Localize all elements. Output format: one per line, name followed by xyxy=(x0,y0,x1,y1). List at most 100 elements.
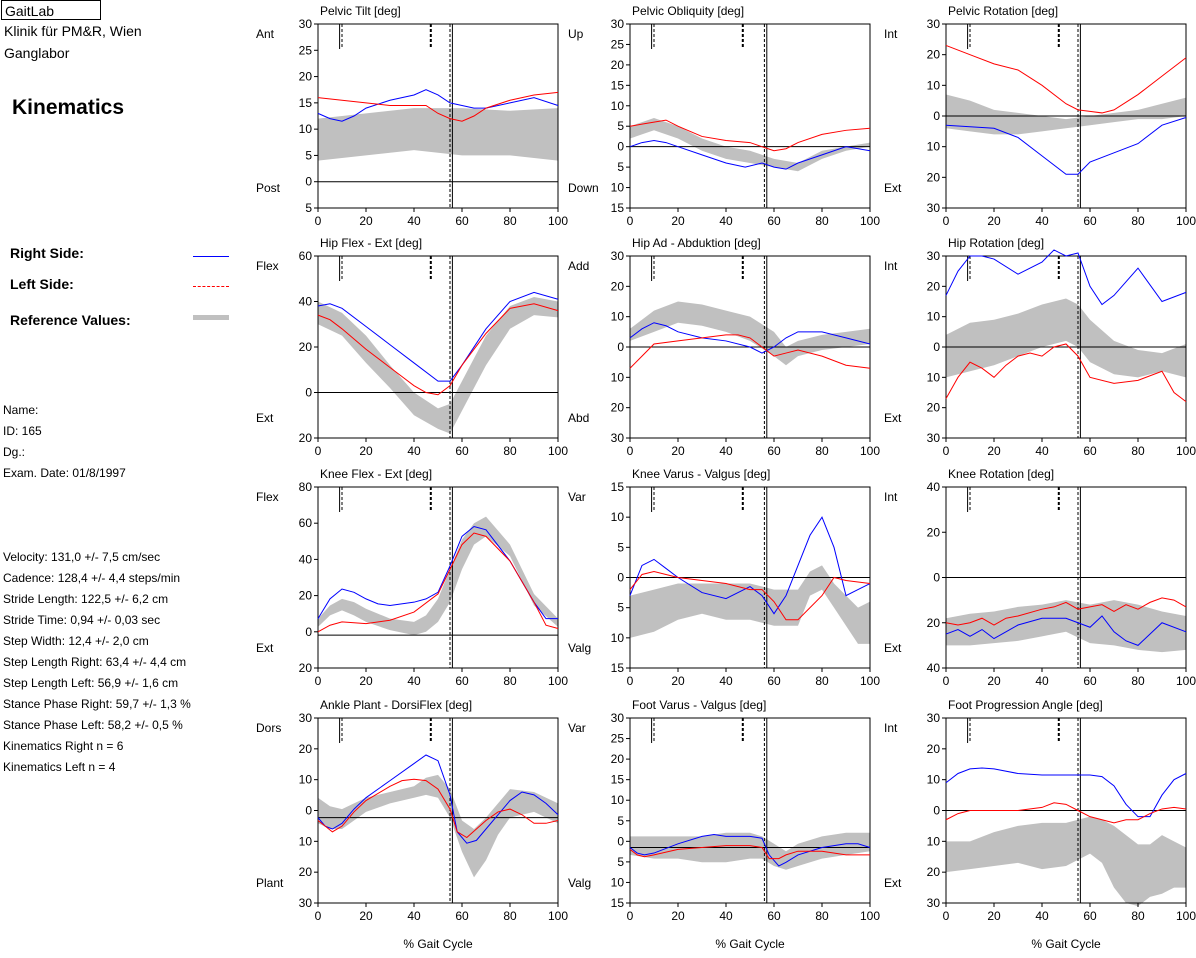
legend-right-label: Right Side: xyxy=(10,245,84,261)
knee-varus-valgus-series-right xyxy=(629,516,871,615)
foot-progression-angle-xtick-label: 60 xyxy=(1083,909,1097,923)
knee-varus-valgus-xtick-label: 100 xyxy=(860,674,880,688)
hip-flex-ext-xtick-label: 0 xyxy=(315,444,322,458)
param-step-width: Step Width: 12,4 +/- 2,0 cm xyxy=(3,634,149,648)
foot-progression-angle-xtick-label: 40 xyxy=(1035,909,1049,923)
hip-rotation-title: Hip Rotation [deg] xyxy=(948,236,1044,250)
foot-varus-valgus-xtick-label: 40 xyxy=(719,909,733,923)
app-title: GaitLab xyxy=(1,0,101,20)
foot-varus-valgus-xlabel: % Gait Cycle xyxy=(715,937,785,951)
pelvic-tilt-label-top: Ant xyxy=(256,27,275,41)
knee-varus-valgus-ytick-label: 15 xyxy=(611,480,625,494)
legend-left-swatch xyxy=(193,286,229,287)
knee-flex-ext-label-top: Flex xyxy=(256,490,279,504)
param-stride-time: Stride Time: 0,94 +/- 0,03 sec xyxy=(3,613,161,627)
hip-ad-abd-series-right xyxy=(629,322,871,354)
knee-varus-valgus-ytick-label: 10 xyxy=(611,631,625,645)
lab-name: Ganglabor xyxy=(4,45,70,61)
knee-flex-ext-reference-band xyxy=(318,516,558,636)
hip-ad-abd-ytick-label: 30 xyxy=(611,431,625,445)
ankle-plant-dorsiflex-ytick-label: 30 xyxy=(299,711,313,725)
param-stride-length: Stride Length: 122,5 +/- 6,2 cm xyxy=(3,592,169,606)
pelvic-tilt-ytick-label: 15 xyxy=(299,96,313,110)
section-title: Kinematics xyxy=(12,96,125,119)
hip-ad-abd-series-left xyxy=(629,334,871,369)
knee-varus-valgus-xtick-label: 40 xyxy=(719,674,733,688)
hip-flex-ext-reference-band xyxy=(318,296,558,434)
param-stance-right: Stance Phase Right: 59,7 +/- 1,3 % xyxy=(3,697,191,711)
hip-rotation-reference-band xyxy=(946,298,1186,378)
hip-ad-abd-ytick-label: 10 xyxy=(611,370,625,384)
knee-rotation-series-left xyxy=(945,597,1187,626)
pelvic-rotation-title: Pelvic Rotation [deg] xyxy=(948,4,1058,18)
ankle-plant-dorsiflex-label-top: Dors xyxy=(256,721,281,735)
hip-ad-abd-xtick-label: 40 xyxy=(719,444,733,458)
hip-flex-ext-xtick-label: 60 xyxy=(455,444,469,458)
foot-progression-angle-xlabel: % Gait Cycle xyxy=(1031,937,1101,951)
foot-varus-valgus-ytick-label: 15 xyxy=(611,773,625,787)
knee-rotation-ytick-label: 40 xyxy=(927,661,941,675)
pelvic-obliquity-ytick-label: 10 xyxy=(611,181,625,195)
foot-progression-angle-xtick-label: 0 xyxy=(943,909,950,923)
legend-left-label: Left Side: xyxy=(10,276,74,292)
foot-varus-valgus-series-right xyxy=(629,834,871,867)
exam-date: Exam. Date: 01/8/1997 xyxy=(3,466,126,480)
patient-dg: Dg.: xyxy=(3,445,26,459)
ankle-plant-dorsiflex-series-left xyxy=(317,778,559,839)
hip-rotation-ytick-label: 10 xyxy=(927,310,941,324)
hip-ad-abd-xtick-label: 20 xyxy=(671,444,685,458)
pelvic-obliquity-ytick-label: 30 xyxy=(611,17,625,31)
foot-varus-valgus-ytick-label: 25 xyxy=(611,732,625,746)
pelvic-obliquity-xtick-label: 100 xyxy=(860,214,880,228)
pelvic-obliquity-xtick-label: 80 xyxy=(815,214,829,228)
hip-rotation-xtick-label: 40 xyxy=(1035,444,1049,458)
pelvic-rotation-ytick-label: 20 xyxy=(927,170,941,184)
ankle-plant-dorsiflex-ytick-label: 10 xyxy=(299,834,313,848)
ankle-plant-dorsiflex-xlabel: % Gait Cycle xyxy=(403,937,473,951)
knee-rotation-reference-band xyxy=(946,600,1186,653)
hip-rotation-xtick-label: 60 xyxy=(1083,444,1097,458)
pelvic-tilt-xtick-label: 20 xyxy=(359,214,373,228)
hip-rotation-xtick-label: 20 xyxy=(987,444,1001,458)
pelvic-obliquity-xtick-label: 0 xyxy=(627,214,634,228)
hip-flex-ext-series-right xyxy=(317,291,559,382)
pelvic-obliquity-series-left xyxy=(629,119,871,152)
hip-flex-ext-xtick-label: 40 xyxy=(407,444,421,458)
knee-varus-valgus-title: Knee Varus - Valgus [deg] xyxy=(632,467,770,481)
pelvic-tilt-ytick-label: 0 xyxy=(305,175,312,189)
hip-rotation-xtick-label: 100 xyxy=(1176,444,1196,458)
ankle-plant-dorsiflex-title: Ankle Plant - DorsiFlex [deg] xyxy=(320,698,472,712)
foot-varus-valgus-label-top: Var xyxy=(568,721,586,735)
ankle-plant-dorsiflex-ytick-label: 30 xyxy=(299,896,313,910)
foot-progression-angle-ytick-label: 10 xyxy=(927,834,941,848)
pelvic-obliquity-ytick-label: 5 xyxy=(617,160,624,174)
legend-reference-swatch xyxy=(193,315,229,320)
pelvic-rotation-xtick-label: 0 xyxy=(943,214,950,228)
hip-ad-abd-reference-band xyxy=(630,301,870,366)
foot-varus-valgus-ytick-label: 5 xyxy=(617,855,624,869)
param-step-length-right: Step Length Right: 63,4 +/- 4,4 cm xyxy=(3,655,187,669)
foot-varus-valgus-ytick-label: 10 xyxy=(611,793,625,807)
knee-flex-ext-title: Knee Flex - Ext [deg] xyxy=(320,467,432,481)
knee-flex-ext-xtick-label: 20 xyxy=(359,674,373,688)
hip-rotation-xtick-label: 0 xyxy=(943,444,950,458)
pelvic-rotation-label-bottom: Ext xyxy=(884,181,902,195)
pelvic-tilt-ytick-label: 25 xyxy=(299,43,313,57)
foot-varus-valgus-frame xyxy=(629,717,871,904)
foot-progression-angle-xtick-label: 80 xyxy=(1131,909,1145,923)
hip-flex-ext-label-bottom: Ext xyxy=(256,411,274,425)
hip-ad-abd-xtick-label: 0 xyxy=(627,444,634,458)
knee-flex-ext-xtick-label: 0 xyxy=(315,674,322,688)
knee-rotation-xtick-label: 100 xyxy=(1176,674,1196,688)
pelvic-rotation-xtick-label: 60 xyxy=(1083,214,1097,228)
pelvic-tilt-frame xyxy=(317,23,559,209)
knee-varus-valgus-xtick-label: 80 xyxy=(815,674,829,688)
pelvic-rotation-ytick-label: 10 xyxy=(927,140,941,154)
knee-varus-valgus-ytick-label: 10 xyxy=(611,510,625,524)
knee-flex-ext-ytick-label: 60 xyxy=(299,516,313,530)
knee-rotation-ytick-label: 40 xyxy=(927,480,941,494)
ankle-plant-dorsiflex-reference-band xyxy=(318,774,558,878)
